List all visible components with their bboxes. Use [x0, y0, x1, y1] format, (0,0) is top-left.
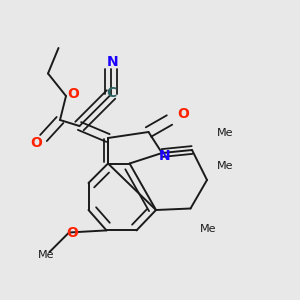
Text: Me: Me [200, 224, 216, 235]
Text: Me: Me [217, 128, 233, 138]
Text: N: N [159, 149, 170, 163]
Text: O: O [68, 88, 80, 101]
Text: N: N [107, 56, 118, 69]
Text: C: C [106, 86, 116, 100]
Text: Me: Me [217, 161, 233, 171]
Text: O: O [66, 226, 78, 240]
Text: Me: Me [38, 250, 55, 260]
Text: O: O [30, 136, 42, 150]
Text: O: O [177, 107, 189, 121]
